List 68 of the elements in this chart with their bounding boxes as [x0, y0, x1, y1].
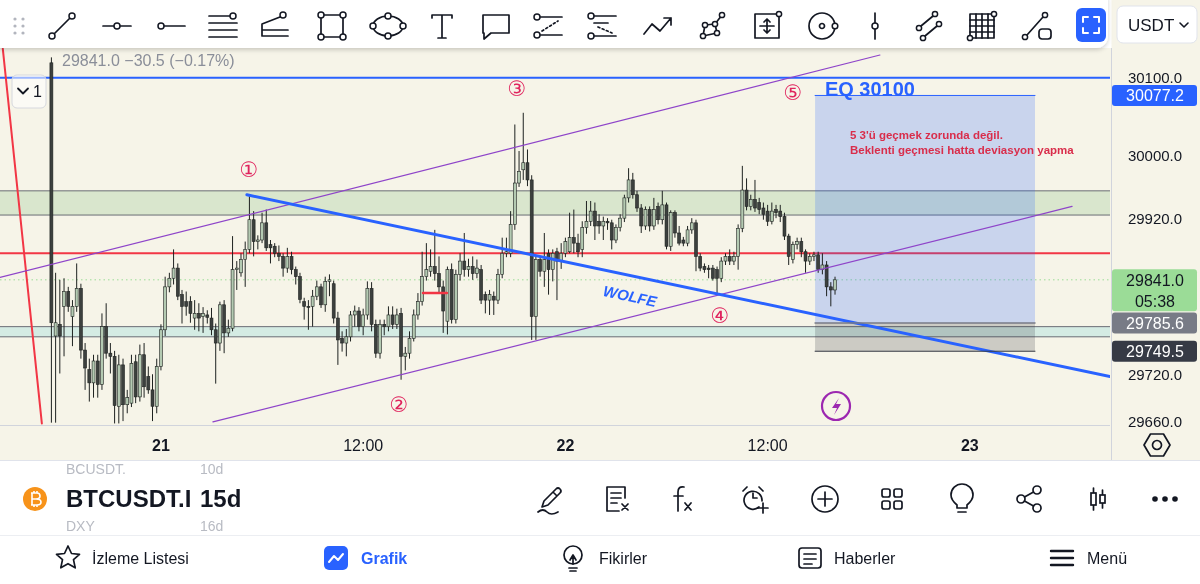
- text: Grafik: [361, 550, 408, 567]
- text: BCUSDT.: [66, 461, 126, 477]
- candlestick: [323, 276, 328, 313]
- y-tick-label: 29749.5: [1126, 342, 1185, 360]
- y-tick-label: 29785.6: [1126, 314, 1185, 332]
- text: BTCUSDT.I: [66, 485, 192, 512]
- annotation: 5 3'ü geçmek zorunda değil.: [850, 129, 1003, 141]
- x-tick-label: 12:00: [343, 436, 384, 454]
- text: Fikirler: [599, 550, 648, 567]
- candlestick: [487, 289, 492, 316]
- text: DXY: [66, 518, 96, 534]
- candlestick: [567, 212, 572, 254]
- candlestick: [816, 251, 820, 274]
- annotation: 1: [33, 83, 42, 100]
- x-tick-label: 12:00: [747, 436, 788, 454]
- candlestick: [251, 210, 256, 257]
- y-tick-label: 29720.0: [1127, 365, 1183, 383]
- candlestick: [593, 202, 597, 241]
- candlestick: [298, 272, 302, 304]
- annotation: WOLFE: [601, 282, 660, 311]
- candlestick: [774, 204, 778, 219]
- annotation: 29841.0 −30.5 (−0.17%): [62, 52, 235, 69]
- candlestick: [91, 354, 96, 399]
- x-tick-label: 22: [556, 436, 575, 454]
- annotation: ②: [389, 393, 409, 417]
- text: Haberler: [834, 550, 897, 567]
- annotation: ④: [710, 304, 730, 328]
- annotation: Beklenti geçmesi hatta deviasyon yapma: [850, 144, 1075, 156]
- annotation: ③: [507, 77, 527, 101]
- candlestick: [647, 205, 652, 232]
- annotation: EQ 30100: [824, 77, 915, 100]
- candlestick: [192, 299, 197, 331]
- candlestick: [386, 305, 391, 332]
- ref-line-label: 29841.0 05:38: [1126, 271, 1185, 310]
- text: 15d: [200, 485, 242, 512]
- text: 16d: [200, 518, 224, 534]
- y-tick-label: 30077.2: [1126, 86, 1185, 104]
- y-tick-label: 30000.0: [1127, 147, 1183, 165]
- text: İzleme Listesi: [92, 549, 189, 567]
- candlestick: [319, 283, 323, 309]
- candlestick: [643, 205, 648, 231]
- candlestick: [390, 305, 395, 330]
- text: 10d: [200, 461, 224, 477]
- annotation: ①: [239, 158, 259, 182]
- candlestick: [201, 306, 205, 334]
- candlestick: [597, 213, 601, 235]
- y-tick-label: 30100.0: [1127, 69, 1183, 87]
- text: USDT: [1128, 16, 1175, 35]
- annotation: ⑤: [783, 81, 803, 105]
- candlestick: [62, 277, 66, 357]
- candlestick: [799, 237, 804, 258]
- candlestick: [197, 302, 201, 332]
- text: Menü: [1087, 550, 1128, 567]
- candlestick: [357, 306, 361, 332]
- candlestick: [542, 232, 547, 288]
- candlestick: [260, 212, 264, 244]
- y-tick-label: 29660.0: [1127, 412, 1183, 430]
- x-tick-label: 21: [152, 436, 170, 454]
- candlestick: [66, 286, 71, 313]
- y-tick-label: 29920.0: [1127, 209, 1183, 227]
- candlestick: [652, 197, 656, 231]
- candlestick: [588, 200, 593, 227]
- candlestick: [239, 252, 243, 278]
- x-tick-label: 23: [960, 436, 979, 454]
- candlestick: [580, 220, 585, 258]
- candlestick: [753, 179, 757, 213]
- candlestick: [285, 247, 290, 274]
- candlestick: [765, 204, 770, 227]
